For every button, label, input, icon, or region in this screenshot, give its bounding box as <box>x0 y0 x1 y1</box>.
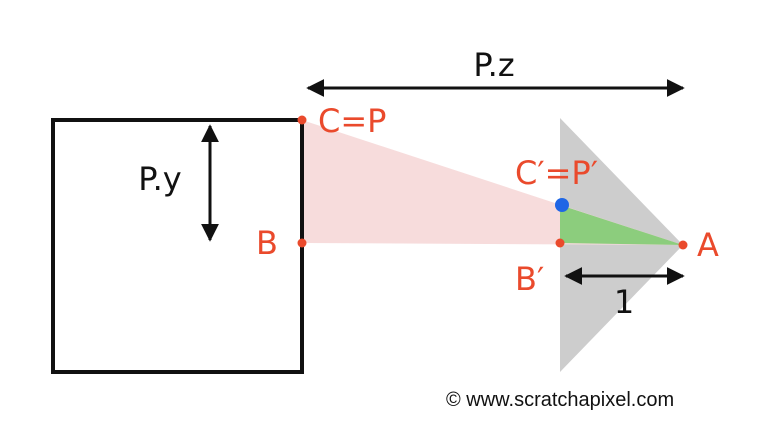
pz-label: P.z <box>473 46 514 84</box>
point-c <box>297 115 307 125</box>
pink-triangle <box>302 120 683 245</box>
point-c-prime <box>555 198 569 212</box>
c-eq-p-label: C=P <box>318 102 386 140</box>
a-label: A <box>697 226 719 264</box>
b-label: B <box>256 224 278 262</box>
point-a <box>678 240 688 250</box>
gray-frustum-triangle <box>560 118 683 372</box>
b-prime-label: B′ <box>515 260 544 298</box>
unit-label: 1 <box>614 283 634 321</box>
green-triangle <box>560 205 683 245</box>
c-prime-eq-p-prime-label: C′=P′ <box>515 154 598 192</box>
point-b <box>297 238 307 248</box>
credit-text: © www.scratchapixel.com <box>446 389 674 411</box>
py-label: P.y <box>138 160 181 198</box>
point-b-prime <box>555 238 565 248</box>
